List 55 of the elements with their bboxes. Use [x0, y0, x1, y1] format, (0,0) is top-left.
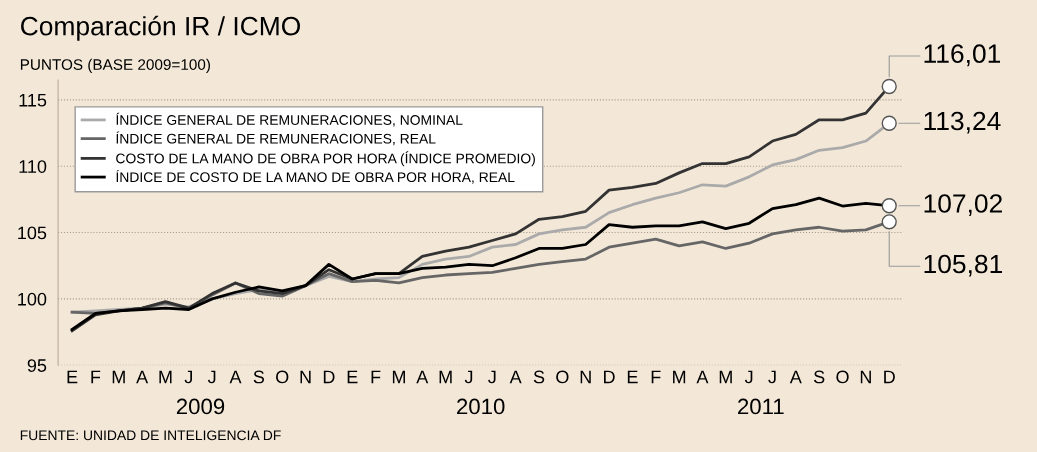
x-tick-label: A: [509, 370, 522, 384]
x-tick-label: D: [323, 370, 335, 384]
x-tick-label: F: [371, 370, 381, 384]
y-tick-label: 95: [27, 359, 47, 372]
legend-label: ÍNDICE GENERAL DE REMUNERACIONES, NOMINAL: [116, 112, 463, 127]
x-tick-label: E: [347, 370, 358, 384]
text: 2009: [176, 398, 225, 415]
x-tick-label: D: [884, 370, 895, 384]
text: 2010: [457, 398, 505, 415]
data-label: 113,24: [924, 111, 1001, 134]
x-tick-label: J: [768, 370, 776, 384]
x-tick-label: M: [439, 370, 452, 384]
y-tick-label: 110: [19, 160, 47, 173]
x-tick-label: A: [696, 370, 709, 384]
x-tick-label: O: [836, 370, 849, 384]
y-tick-label: 115: [19, 94, 47, 107]
x-tick-label: M: [392, 370, 405, 384]
x-tick-label: N: [580, 370, 591, 384]
source-note: FUENTE: UNIDAD DE INTELIGENCIA DF: [20, 430, 281, 441]
x-tick-label: S: [253, 370, 265, 384]
data-label: 105,81: [924, 254, 1002, 277]
x-tick-label: A: [416, 370, 429, 384]
legend-label: ÍNDICE GENERAL DE REMUNERACIONES, REAL: [116, 131, 436, 146]
legend-label: ÍNDICE DE COSTO DE LA MANO DE OBRA POR HORA, REAL: [116, 169, 515, 184]
x-tick-label: N: [860, 370, 871, 384]
x-tick-label: F: [91, 370, 101, 384]
x-tick-label: E: [627, 370, 638, 384]
x-tick-label: M: [112, 370, 125, 384]
x-tick-label: A: [789, 370, 802, 384]
x-tick-label: E: [67, 370, 78, 384]
x-tick-label: J: [184, 370, 192, 384]
x-tick-label: N: [300, 370, 311, 384]
x-tick-label: M: [719, 370, 732, 384]
x-tick-label: F: [651, 370, 661, 384]
x-tick-label: O: [556, 370, 569, 384]
x-tick-label: J: [488, 370, 496, 384]
x-tick-label: A: [136, 370, 149, 384]
chart-subtitle: PUNTOS (BASE 2009=100): [20, 58, 210, 73]
x-tick-label: D: [604, 370, 615, 384]
chart-title: Comparación IR / ICMO: [21, 15, 300, 41]
legend-label: COSTO DE LA MANO DE OBRA POR HORA (ÍNDICE PROMEDIO): [116, 151, 535, 167]
text: 2011: [738, 398, 784, 415]
x-tick-label: A: [229, 370, 242, 384]
x-tick-label: J: [744, 370, 753, 384]
x-tick-label: O: [276, 370, 289, 384]
y-tick-label: 105: [18, 226, 47, 240]
data-label: 116,01: [924, 44, 1001, 67]
y-tick-label: 100: [18, 292, 47, 306]
data-label: 107,02: [924, 194, 1002, 216]
x-tick-label: M: [159, 370, 172, 384]
x-tick-label: J: [464, 370, 473, 384]
x-tick-label: S: [533, 370, 545, 384]
x-tick-label: M: [673, 370, 686, 384]
x-tick-label: J: [207, 370, 216, 384]
x-tick-label: S: [813, 370, 825, 384]
